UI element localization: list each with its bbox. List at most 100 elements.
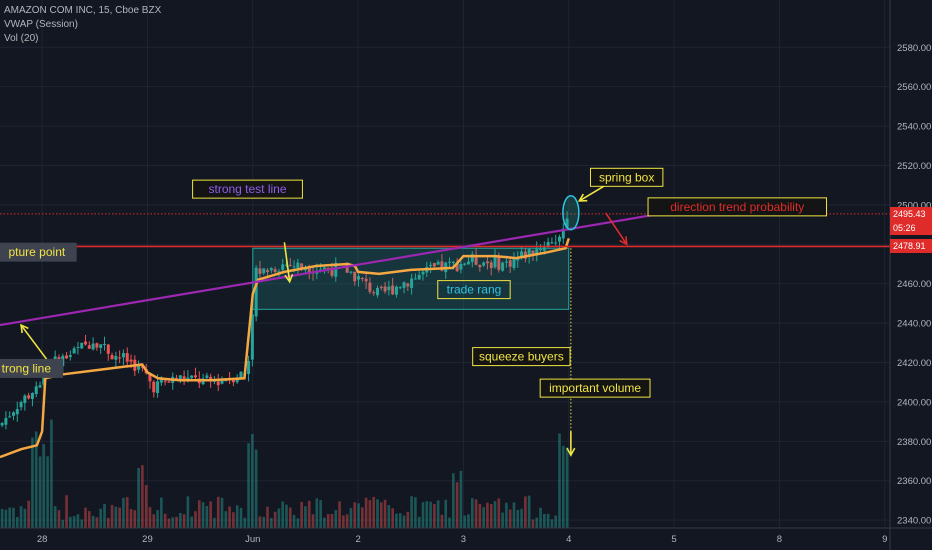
volume-bar	[254, 449, 258, 528]
candle-body	[379, 286, 383, 288]
candle-body	[466, 261, 470, 265]
volume-bar	[330, 513, 334, 528]
volume-bar	[478, 503, 482, 528]
volume-bar	[501, 512, 504, 528]
candle-body	[478, 265, 482, 268]
time-axis[interactable]: 28 29 Jun 2 3 4 5 8 9	[0, 527, 932, 545]
price-tick-label: 2520.00	[897, 161, 931, 172]
vwap-indicator-label[interactable]: VWAP (Session)	[4, 19, 78, 30]
candle-body	[504, 261, 508, 263]
annotation-strong-test-line: strong test line	[192, 179, 303, 199]
volume-bar	[425, 501, 429, 528]
volume-bar	[239, 507, 243, 528]
volume-bar	[463, 515, 466, 528]
volume-bar	[129, 508, 133, 528]
volume-bar	[319, 500, 322, 528]
candle-body	[84, 341, 88, 345]
test-line-arrow-head	[284, 273, 294, 284]
candle-body	[284, 264, 288, 266]
volume-bar	[486, 502, 489, 528]
candle-body	[349, 271, 353, 273]
candle-body	[182, 376, 186, 382]
price-tick-label: 2400.00	[897, 397, 931, 408]
volume-bar	[251, 434, 254, 528]
volume-bar	[474, 499, 478, 528]
volume-bar	[137, 467, 140, 528]
last-price-tag: 2495.43	[890, 206, 932, 221]
volume-bar	[292, 514, 296, 528]
candle-body	[394, 286, 398, 295]
volume-bar	[213, 517, 216, 528]
volume-bar	[440, 514, 444, 528]
candle-body	[303, 269, 307, 271]
volume-bar	[311, 514, 315, 528]
candle-body	[508, 260, 512, 267]
volume-bar	[8, 507, 11, 528]
candle-body	[159, 379, 163, 383]
annotation-squeeze-buyers: squeeze buyers	[472, 347, 571, 367]
volume-bar	[334, 510, 338, 528]
volume-bar	[467, 514, 470, 528]
candle-body	[205, 375, 209, 378]
candle-body	[402, 282, 406, 288]
volume-bar	[91, 515, 95, 528]
volume-bar	[531, 519, 535, 528]
volume-bar	[516, 509, 520, 528]
volume-bar	[410, 496, 413, 528]
volume-bar	[235, 505, 239, 528]
volume-bar	[342, 515, 345, 528]
annotation-box	[437, 280, 511, 300]
volume-bar	[224, 511, 228, 528]
candle-body	[106, 344, 110, 354]
volume-bar	[273, 511, 277, 528]
candle-body	[8, 416, 12, 418]
candle-body	[269, 267, 273, 271]
candle-body	[391, 285, 395, 295]
volume-bar	[190, 516, 193, 528]
volume-bar	[527, 495, 531, 528]
candle-body	[334, 262, 338, 277]
candle-body	[557, 236, 561, 242]
annotation-trong-line: trong line	[0, 358, 64, 378]
candle-body	[501, 262, 505, 271]
volume-bar	[216, 496, 220, 528]
volume-bar	[364, 497, 368, 528]
price-tick-label: 2360.00	[897, 476, 931, 487]
volume-bar	[133, 510, 137, 528]
volume-bar	[550, 519, 554, 528]
price-tick-label: 2440.00	[897, 319, 931, 330]
time-tick-label: 29	[142, 534, 153, 545]
volume-bar	[379, 502, 383, 528]
candle-body	[535, 248, 539, 256]
bar-countdown-tag: 05:26	[890, 220, 932, 235]
candle-body	[163, 380, 167, 382]
candle-body	[80, 342, 84, 349]
price-axis[interactable]: 2340.00 2360.00 2380.00 2400.00 2420.00 2440.…	[889, 0, 931, 550]
volume-indicator-label[interactable]: Vol (20)	[4, 33, 39, 44]
volume-bar	[376, 499, 379, 528]
annotation-box	[647, 197, 828, 217]
volume-bar	[459, 470, 463, 528]
candle-body	[4, 418, 8, 425]
volume-bar	[546, 513, 550, 528]
candle-body	[273, 269, 277, 273]
annotation-box	[589, 167, 664, 187]
volume-bar	[395, 513, 398, 528]
volume-bar	[160, 497, 163, 528]
annotation-important-volume: important volume	[539, 378, 651, 398]
volume-bar	[554, 515, 557, 528]
volume-bar	[247, 443, 250, 528]
candle-body	[38, 385, 42, 388]
candle-body	[353, 271, 357, 282]
candle-body	[125, 353, 129, 362]
symbol-title[interactable]: AMAZON COM INC, 15, Cboe BZX	[4, 5, 162, 16]
volume-bar	[103, 504, 106, 528]
strong-line-arrow-head	[20, 323, 29, 334]
candle-body	[277, 271, 281, 273]
candle-body	[65, 355, 69, 359]
level-price-tag: 2478.91	[890, 239, 932, 254]
candle-body	[292, 266, 296, 268]
time-tick-label: 9	[882, 534, 887, 545]
chart-legend: AMAZON COM INC, 15, Cboe BZX VWAP (Sessi…	[4, 4, 161, 46]
